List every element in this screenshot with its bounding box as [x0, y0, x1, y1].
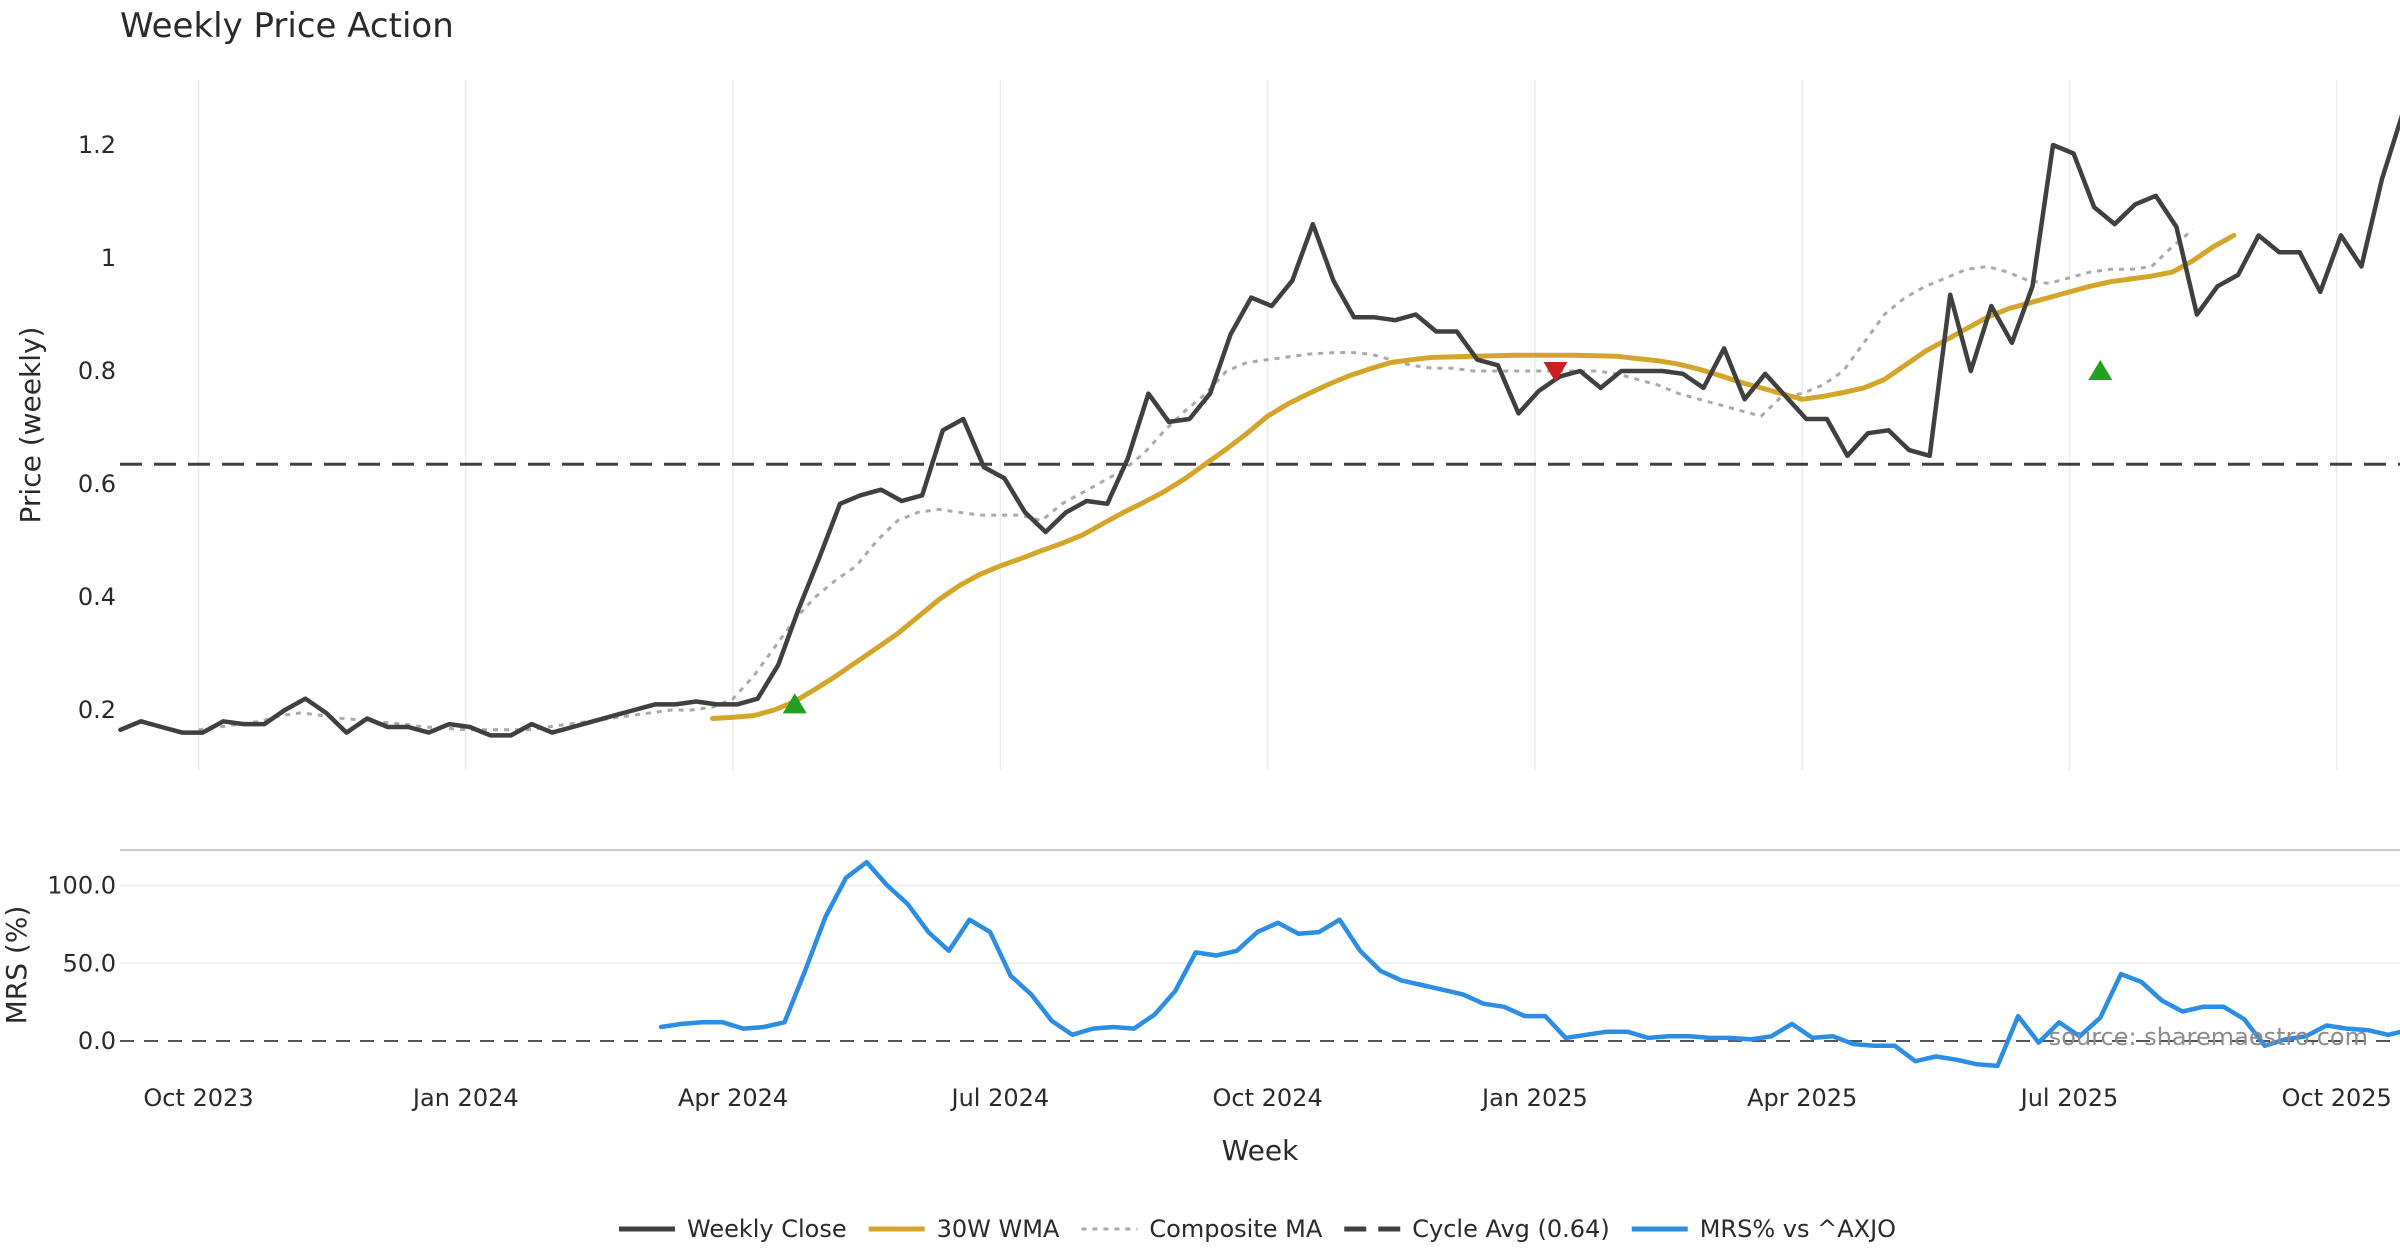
chart-title: Weekly Price Action — [120, 6, 454, 46]
legend-label-3: Cycle Avg (0.64) — [1412, 1215, 1609, 1243]
mrs-y-axis-label: MRS (%) — [0, 906, 33, 1025]
mrs-y-tick-label: 100.0 — [47, 872, 116, 900]
legend-label-0: Weekly Close — [687, 1215, 847, 1243]
price-y-tick-label: 0.6 — [78, 470, 116, 498]
x-tick-label: Oct 2025 — [2282, 1084, 2392, 1112]
x-axis-label: Week — [1222, 1134, 1299, 1167]
price-y-tick-label: 0.2 — [78, 696, 116, 724]
composite-ma-series — [198, 228, 2194, 732]
x-tick-label: Apr 2025 — [1747, 1084, 1857, 1112]
x-tick-label: Jul 2025 — [2019, 1084, 2119, 1112]
price-grid — [197, 80, 2338, 770]
legend: Weekly Close 30W WMA Composite MA Cycle Avg… — [619, 1215, 1896, 1243]
mrs-y-tick-label: 0.0 — [78, 1027, 116, 1055]
wma-30w-series — [710, 232, 2237, 721]
x-tick-label: Oct 2024 — [1213, 1084, 1323, 1112]
price-y-ticks: 0.2 0.4 0.6 0.8 1 1.2 — [78, 131, 116, 724]
mrs-series — [658, 859, 2400, 1069]
signal-markers — [782, 360, 2113, 714]
x-tick-label: Oct 2023 — [143, 1084, 253, 1112]
mrs-series-group — [658, 859, 2400, 1069]
mrs-grid — [120, 884, 2400, 1042]
legend-label-1: 30W WMA — [937, 1215, 1060, 1243]
x-tick-label: Jan 2025 — [1480, 1084, 1588, 1112]
legend-label-2: Composite MA — [1149, 1215, 1322, 1243]
sell-signal-marker-1 — [1543, 362, 1568, 382]
x-axis-ticks: Oct 2023 Jan 2024 Apr 2024 Jul 2024 Oct 2024… — [143, 1084, 2391, 1112]
price-y-axis-label: Price (weekly) — [14, 327, 47, 524]
source-annotation: source: sharemaestro.com — [2049, 1023, 2368, 1051]
mrs-y-ticks: 0.0 50.0 100.0 — [47, 872, 116, 1056]
x-tick-label: Jan 2024 — [411, 1084, 519, 1112]
buy-signal-marker-0 — [782, 693, 807, 714]
price-y-tick-label: 0.4 — [78, 583, 116, 611]
price-y-tick-label: 0.8 — [78, 357, 116, 385]
buy-signal-marker-2 — [2088, 360, 2113, 380]
x-tick-label: Jul 2024 — [950, 1084, 1050, 1112]
price-y-tick-label: 1.2 — [78, 131, 116, 159]
x-tick-label: Apr 2024 — [678, 1084, 788, 1112]
legend-label-4: MRS% vs ^AXJO — [1700, 1215, 1896, 1243]
price-y-tick-label: 1 — [101, 244, 116, 272]
weekly-close-series — [118, 114, 2400, 738]
price-series-group — [118, 114, 2400, 738]
mrs-y-tick-label: 50.0 — [63, 949, 116, 977]
